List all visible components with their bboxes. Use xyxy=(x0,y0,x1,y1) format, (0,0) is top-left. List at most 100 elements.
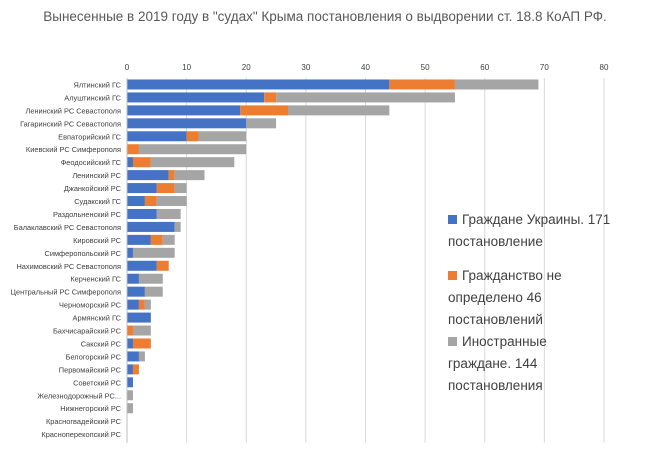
bar-undetermined xyxy=(132,364,139,375)
bar-foreign xyxy=(162,234,175,245)
bar-foreign xyxy=(246,118,277,129)
category-label: Армянский ГС xyxy=(73,314,122,323)
category-label: Балаклавский РС Севастополя xyxy=(14,223,121,232)
bar-foreign xyxy=(132,247,175,258)
legend-swatch-ukraine xyxy=(448,215,457,224)
category-label: Ленинский РС Севастополя xyxy=(25,106,121,115)
bar-ukraine xyxy=(127,234,151,245)
category-label: Ялтинский ГС xyxy=(74,80,122,89)
bar-ukraine xyxy=(127,221,175,232)
category-label: Киевский РС Симферополя xyxy=(26,145,121,154)
bar-ukraine xyxy=(127,364,133,375)
bar-ukraine xyxy=(127,338,133,349)
bar-ukraine xyxy=(127,92,265,103)
bar-undetermined xyxy=(127,325,133,336)
bar-foreign xyxy=(127,390,133,401)
category-label: Евпаторийский ГС xyxy=(58,132,121,141)
x-tick-label: 40 xyxy=(361,63,370,72)
bar-ukraine xyxy=(127,118,247,129)
bar-foreign xyxy=(138,273,163,284)
category-label: Кировский РС xyxy=(73,236,122,245)
category-label: Ленинский РС xyxy=(72,171,121,180)
bar-ukraine xyxy=(127,351,139,362)
legend-label-undetermined: Гражданство не определено 46 постановлен… xyxy=(448,268,562,327)
category-label: Нахимовский РС Севастополя xyxy=(16,262,121,271)
bar-foreign xyxy=(144,299,151,310)
bar-ukraine xyxy=(127,208,157,219)
bar-ukraine xyxy=(127,312,151,323)
bar-undetermined xyxy=(144,196,157,207)
bar-foreign xyxy=(287,105,390,116)
bar-undetermined xyxy=(264,92,277,103)
bar-foreign xyxy=(132,325,151,336)
legend-swatch-undetermined xyxy=(448,271,457,280)
category-label: Судакский ГС xyxy=(74,197,121,206)
legend-entry-ukraine: Граждане Украины. 171 постановление xyxy=(448,209,648,253)
category-label: Керченский ГС xyxy=(70,275,121,284)
legend-label-foreign: Иностранные граждане. 144 постановления xyxy=(448,334,547,393)
category-label: Нижнегорский РС xyxy=(60,404,121,413)
bar-foreign xyxy=(138,351,145,362)
x-tick-label: 0 xyxy=(125,63,130,72)
x-tick-label: 70 xyxy=(540,63,549,72)
category-label: Советский РС xyxy=(73,378,122,387)
category-label: Центральный РС Симферополя xyxy=(11,288,121,297)
category-label: Сакский РС xyxy=(81,339,122,348)
bar-ukraine xyxy=(127,377,133,388)
category-label: Черноморский РС xyxy=(59,301,122,310)
bar-undetermined xyxy=(389,79,455,90)
bar-undetermined xyxy=(150,234,163,245)
bar-undetermined xyxy=(240,105,288,116)
bar-ukraine xyxy=(127,157,133,168)
x-tick-label: 20 xyxy=(242,63,251,72)
x-tick-label: 60 xyxy=(480,63,489,72)
category-label: Белогорский РС xyxy=(66,352,122,361)
bar-ukraine xyxy=(127,247,133,258)
bar-foreign xyxy=(174,221,181,232)
bar-foreign xyxy=(150,157,235,168)
x-tick-label: 10 xyxy=(182,63,191,72)
category-label: Первомайский РС xyxy=(59,365,122,374)
bar-ukraine xyxy=(127,105,241,116)
category-label: Джанкойский РС xyxy=(64,184,122,193)
bar-ukraine xyxy=(127,286,145,297)
bar-undetermined xyxy=(168,170,175,181)
x-tick-label: 80 xyxy=(600,63,609,72)
bar-foreign xyxy=(156,196,187,207)
bar-undetermined xyxy=(127,144,139,155)
legend-entry-foreign-wrap: Иностранные граждане. 144 постановления xyxy=(448,331,648,397)
bar-foreign xyxy=(174,183,187,194)
bar-ukraine xyxy=(127,79,390,90)
bar-undetermined xyxy=(132,338,151,349)
category-label: Красногвадейский РС xyxy=(46,417,122,426)
bar-foreign xyxy=(276,92,455,103)
category-label: Красноперекопский РС xyxy=(41,430,121,439)
bar-foreign xyxy=(156,208,181,219)
x-tick-label: 30 xyxy=(301,63,310,72)
legend: Граждане Украины. 171 постановление xyxy=(448,209,648,253)
legend-label-ukraine: Граждане Украины. 171 постановление xyxy=(448,212,611,249)
bar-undetermined xyxy=(156,260,169,271)
legend-entry-foreign: Иностранные граждане. 144 постановления xyxy=(448,331,648,397)
bar-undetermined xyxy=(156,183,175,194)
x-tick-label: 50 xyxy=(421,63,430,72)
legend-swatch-foreign xyxy=(448,337,457,346)
bar-undetermined xyxy=(138,299,145,310)
category-label: Гагаринский РС Севастополя xyxy=(20,119,121,128)
bar-foreign xyxy=(138,144,247,155)
bar-ukraine xyxy=(127,299,139,310)
bar-foreign xyxy=(144,286,163,297)
bar-foreign xyxy=(127,403,133,414)
bar-foreign xyxy=(198,131,247,142)
bar-undetermined xyxy=(132,157,151,168)
legend-entry-undetermined-wrap: Гражданство не определено 46 постановлен… xyxy=(448,265,648,331)
chart-title: Вынесенные в 2019 году в "судах" Крыма п… xyxy=(43,9,607,24)
category-label: Алуштинский ГС xyxy=(64,93,121,102)
category-label: Раздольненский РС xyxy=(53,210,122,219)
bar-foreign xyxy=(454,79,539,90)
category-label: Симферопольский РС xyxy=(45,249,122,258)
bar-ukraine xyxy=(127,260,157,271)
legend-entry-undetermined: Гражданство не определено 46 постановлен… xyxy=(448,265,648,331)
category-label: Бахчисарайский РС xyxy=(53,327,122,336)
